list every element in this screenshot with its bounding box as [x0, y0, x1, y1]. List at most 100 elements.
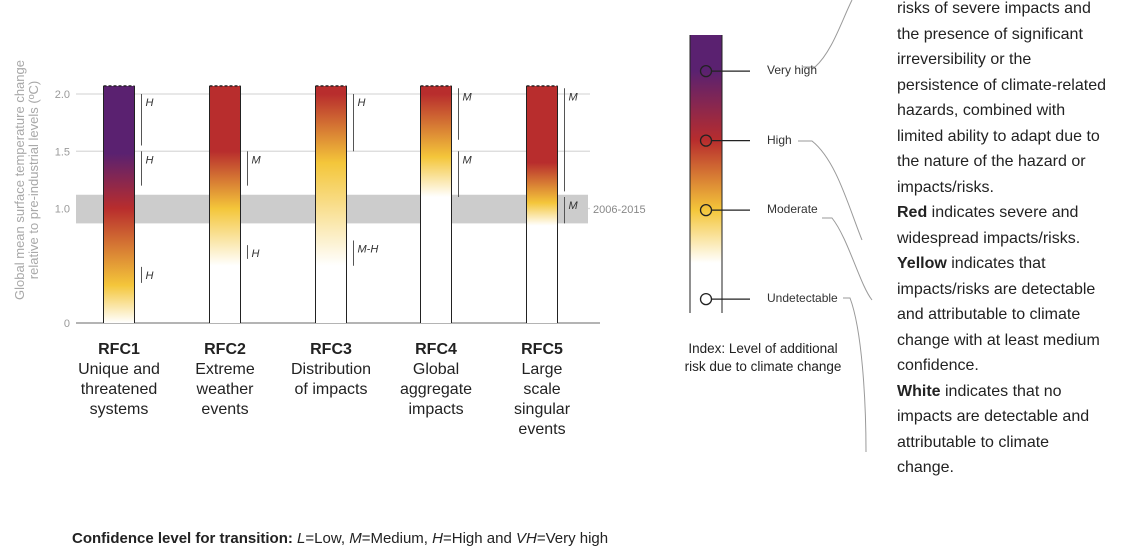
- index-caption-line: Index: Level of additional: [688, 341, 838, 356]
- description-text: change.: [897, 459, 954, 476]
- rfc-label: RFC1 Unique and threatened systems: [64, 340, 174, 420]
- confidence-text: =Low,: [305, 530, 350, 547]
- rfc-code: RFC3: [310, 341, 352, 358]
- description-line: impacts/risks.: [897, 175, 1133, 201]
- description-line: White indicates that no: [897, 379, 1133, 405]
- description-text: irreversibility or the: [897, 51, 1032, 68]
- description-text: indicates severe and: [927, 204, 1079, 221]
- index-caption-line: risk due to climate change: [684, 359, 842, 374]
- index-level-label: Moderate: [767, 202, 818, 217]
- description-text: indicates that: [946, 255, 1046, 272]
- index-level-marker: [699, 203, 713, 217]
- description-line: change with at least medium: [897, 328, 1133, 354]
- description-text: hazards, combined with: [897, 102, 1066, 119]
- rfc-description-line: Extreme: [195, 361, 255, 378]
- description-text: indicates that no: [940, 382, 1062, 400]
- description-text: attributable to climate: [897, 433, 1050, 451]
- period-band-label: 2006-2015: [593, 204, 646, 216]
- description-text: impacts/risks.: [897, 178, 994, 196]
- description-line: the presence of significant: [897, 22, 1133, 48]
- description-line: attributable to climate: [897, 430, 1133, 456]
- index-level-label: High: [767, 132, 792, 147]
- y-tick-label: 1.5: [55, 146, 70, 158]
- rfc-description-line: threatened: [80, 381, 158, 398]
- description-line: Yellow indicates that: [897, 251, 1133, 277]
- confidence-code: L: [297, 530, 306, 547]
- description-line: hazards, combined with: [897, 98, 1133, 124]
- description-line: Red indicates severe and: [897, 200, 1133, 226]
- index-ember-bar: [690, 35, 722, 313]
- ember-bar: [209, 85, 241, 323]
- description-line: the nature of the hazard or: [897, 149, 1133, 175]
- colour-keyword: White: [897, 382, 941, 400]
- rfc-description-line: aggregate: [399, 381, 473, 398]
- confidence-label: H: [146, 154, 154, 166]
- description-line: persistence of climate-related: [897, 73, 1133, 99]
- rfc-description-line: Large: [521, 361, 563, 378]
- confidence-label: H: [146, 97, 154, 109]
- description-line: confidence.: [897, 353, 1133, 379]
- leader-line: [843, 297, 867, 453]
- colour-description-text: risks of severe impacts and the presence …: [897, 0, 1133, 481]
- description-text: the presence of significant: [897, 25, 1083, 43]
- confidence-text: =Very high: [536, 530, 609, 547]
- confidence-code: M: [349, 530, 362, 547]
- confidence-label: M: [569, 91, 579, 103]
- rfc-description-line: Distribution: [290, 361, 372, 378]
- ember-bar: [103, 85, 135, 323]
- description-line: and attributable to climate: [897, 302, 1133, 328]
- rfc-code: RFC2: [204, 341, 246, 358]
- index-level-marker: [699, 134, 713, 147]
- leader-line: [822, 217, 873, 301]
- confidence-text: =Medium,: [361, 530, 433, 547]
- description-text: impacts are detectable and: [897, 408, 1090, 425]
- ember-bar: [420, 85, 452, 323]
- confidence-legend: Confidence level for transition: L=Low, …: [72, 530, 608, 547]
- colour-keyword: Red: [897, 204, 928, 221]
- index-level-label: Undetectable: [767, 291, 838, 306]
- description-text: change with at least medium: [897, 331, 1100, 349]
- rfc-description-line: singular: [513, 401, 571, 418]
- y-tick-label: 1.0: [55, 204, 70, 216]
- rfc-label: RFC2 Extreme weather events: [170, 340, 280, 420]
- leader-line: [798, 140, 863, 241]
- y-axis-title-line: relative to pre-industrial levels (ºC): [26, 81, 41, 279]
- rfc-description-line: scale: [523, 381, 561, 398]
- ember-bar: [526, 85, 558, 323]
- confidence-label: M: [252, 154, 262, 166]
- confidence-code: H: [432, 530, 443, 547]
- description-text: and attributable to climate: [897, 306, 1081, 323]
- description-line: impacts are detectable and: [897, 404, 1133, 430]
- description-text: the nature of the hazard or: [897, 153, 1086, 170]
- rfc-code: RFC1: [98, 341, 140, 358]
- confidence-label: M: [463, 91, 473, 103]
- rfc-description-line: of impacts: [294, 381, 368, 398]
- rfc-code: RFC5: [521, 341, 563, 358]
- description-line: change.: [897, 455, 1133, 481]
- index-caption: Index: Level of additional risk due to c…: [668, 340, 858, 376]
- description-text: widespread impacts/risks.: [897, 229, 1081, 247]
- description-line: limited ability to adapt due to: [897, 124, 1133, 150]
- rfc-description-line: Unique and: [78, 361, 160, 378]
- rfc-description-line: events: [518, 421, 566, 438]
- description-text: impacts/risks are detectable: [897, 280, 1096, 298]
- leader-line: [803, 0, 853, 68]
- confidence-label: M-H: [358, 244, 379, 256]
- description-text: confidence.: [897, 357, 979, 374]
- description-line: irreversibility or the: [897, 47, 1133, 73]
- rfc-label: RFC3 Distribution of impacts: [276, 340, 386, 400]
- confidence-legend-title: Confidence level for transition:: [72, 530, 293, 547]
- confidence-label: M: [463, 154, 473, 166]
- rfc-description-line: Global: [412, 361, 460, 378]
- y-axis-title: Global mean surface temperature changere…: [12, 60, 41, 300]
- description-line: risks of severe impacts and: [897, 0, 1133, 22]
- rfc-label: RFC4 Global aggregate impacts: [381, 340, 491, 420]
- description-line: impacts/risks are detectable: [897, 277, 1133, 303]
- description-text: limited ability to adapt due to: [897, 127, 1100, 145]
- confidence-code: VH: [515, 530, 537, 547]
- rfc-description-line: impacts: [408, 401, 464, 418]
- description-text: risks of severe impacts and: [897, 0, 1091, 17]
- rfc-code: RFC4: [415, 341, 457, 358]
